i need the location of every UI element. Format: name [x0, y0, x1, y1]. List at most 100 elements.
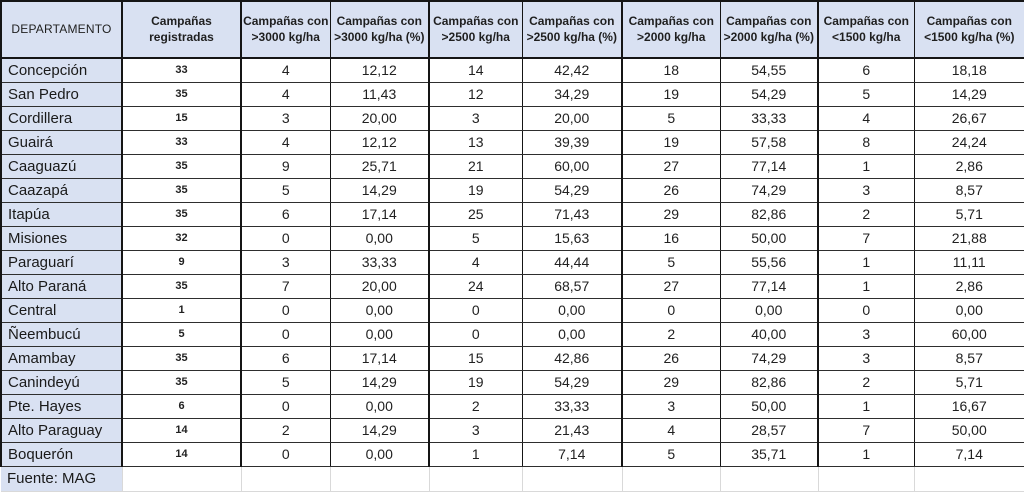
cell-value: 7,14	[914, 442, 1024, 467]
cell-value: 54,29	[720, 82, 819, 107]
cell-value: 6	[241, 346, 331, 371]
col-header-departamento: DEPARTAMENTO	[0, 0, 123, 59]
table-row: Cordillera 15 3 20,00 3 20,00 5 33,33 4 26,67	[0, 106, 1024, 131]
cell-value: 54,29	[522, 370, 623, 395]
col-header-gt2500: Campañas con >2500 kg/ha	[429, 0, 523, 59]
cell-value: 27	[622, 274, 721, 299]
cell-value: 15,63	[522, 226, 623, 251]
cell-value: 71,43	[522, 202, 623, 227]
cell-value: 5	[122, 322, 242, 347]
cell-value: 17,14	[330, 202, 430, 227]
col-header-gt2500-pct: Campañas con >2500 kg/ha (%)	[522, 0, 623, 59]
cell-value: 0	[241, 226, 331, 251]
cell-value: 1	[818, 442, 915, 467]
empty-cell	[914, 466, 1024, 492]
cell-value: 4	[241, 58, 331, 83]
cell-value: 26	[622, 178, 721, 203]
cell-value: 3	[622, 394, 721, 419]
cell-value: 0	[622, 298, 721, 323]
table-row: Caazapá 35 5 14,29 19 54,29 26 74,29 3 8,57	[0, 178, 1024, 203]
table-row: Canindeyú 35 5 14,29 19 54,29 29 82,86 2 5,71	[0, 370, 1024, 395]
cell-department: Itapúa	[0, 202, 123, 227]
cell-value: 5	[241, 178, 331, 203]
col-header-gt2000-pct: Campañas con >2000 kg/ha (%)	[720, 0, 819, 59]
table-row: Pte. Hayes 6 0 0,00 2 33,33 3 50,00 1 16,67	[0, 394, 1024, 419]
cell-value: 8	[818, 130, 915, 155]
cell-value: 5,71	[914, 370, 1024, 395]
cell-value: 33,33	[330, 250, 430, 275]
table-row: Alto Paraná 35 7 20,00 24 68,57 27 77,14 1 2,86	[0, 274, 1024, 299]
cell-value: 18	[622, 58, 721, 83]
col-header-campanas-registradas: Campañas registradas	[122, 0, 242, 59]
table-row: Misiones 32 0 0,00 5 15,63 16 50,00 7 21,88	[0, 226, 1024, 251]
table-row: Paraguarí 9 3 33,33 4 44,44 5 55,56 1 11,11	[0, 250, 1024, 275]
cell-value: 74,29	[720, 346, 819, 371]
cell-value: 19	[622, 130, 721, 155]
cell-department: Concepción	[0, 58, 123, 83]
cell-value: 0	[818, 298, 915, 323]
cell-value: 12	[429, 82, 523, 107]
cell-value: 2	[622, 322, 721, 347]
cell-value: 57,58	[720, 130, 819, 155]
cell-value: 0,00	[720, 298, 819, 323]
cell-value: 35	[122, 178, 242, 203]
cell-department: Paraguarí	[0, 250, 123, 275]
cell-value: 6	[241, 202, 331, 227]
cell-value: 2	[241, 418, 331, 443]
cell-value: 55,56	[720, 250, 819, 275]
cell-value: 11,11	[914, 250, 1024, 275]
cell-value: 27	[622, 154, 721, 179]
cell-value: 7	[818, 418, 915, 443]
cell-value: 0	[429, 322, 523, 347]
cell-value: 8,57	[914, 178, 1024, 203]
cell-value: 60,00	[522, 154, 623, 179]
cell-value: 42,42	[522, 58, 623, 83]
cell-value: 14	[122, 442, 242, 467]
cell-value: 8,57	[914, 346, 1024, 371]
cell-value: 0	[241, 394, 331, 419]
cell-value: 32	[122, 226, 242, 251]
cell-value: 2,86	[914, 274, 1024, 299]
cell-value: 21	[429, 154, 523, 179]
cell-value: 25	[429, 202, 523, 227]
cell-value: 40,00	[720, 322, 819, 347]
cell-value: 15	[429, 346, 523, 371]
cell-value: 2	[818, 202, 915, 227]
cell-value: 33	[122, 130, 242, 155]
source-row: Fuente: MAG	[1, 466, 1024, 492]
cell-value: 5,71	[914, 202, 1024, 227]
cell-value: 7	[241, 274, 331, 299]
cell-value: 12,12	[330, 58, 430, 83]
cell-value: 14,29	[914, 82, 1024, 107]
cell-department: Misiones	[0, 226, 123, 251]
cell-department: Caazapá	[0, 178, 123, 203]
cell-value: 4	[429, 250, 523, 275]
col-header-gt3000: Campañas con >3000 kg/ha	[241, 0, 331, 59]
cell-value: 5	[622, 250, 721, 275]
cell-value: 33,33	[720, 106, 819, 131]
cell-value: 14,29	[330, 178, 430, 203]
cell-value: 33	[122, 58, 242, 83]
cell-value: 2	[429, 394, 523, 419]
cell-value: 4	[241, 130, 331, 155]
cell-department: Amambay	[0, 346, 123, 371]
cell-value: 6	[818, 58, 915, 83]
cell-department: Central	[0, 298, 123, 323]
cell-value: 5	[429, 226, 523, 251]
table-row: Boquerón 14 0 0,00 1 7,14 5 35,71 1 7,14	[0, 442, 1024, 467]
empty-cell	[522, 466, 623, 492]
empty-cell	[818, 466, 915, 492]
cell-value: 50,00	[720, 394, 819, 419]
cell-value: 21,88	[914, 226, 1024, 251]
table-row: San Pedro 35 4 11,43 12 34,29 19 54,29 5 14,29	[0, 82, 1024, 107]
cell-value: 35	[122, 82, 242, 107]
source-note: Fuente: MAG	[1, 466, 123, 492]
cell-value: 82,86	[720, 370, 819, 395]
cell-value: 44,44	[522, 250, 623, 275]
cell-value: 77,14	[720, 154, 819, 179]
cell-value: 21,43	[522, 418, 623, 443]
cell-value: 0	[241, 322, 331, 347]
cell-value: 29	[622, 202, 721, 227]
cell-value: 35	[122, 370, 242, 395]
cell-value: 3	[429, 418, 523, 443]
